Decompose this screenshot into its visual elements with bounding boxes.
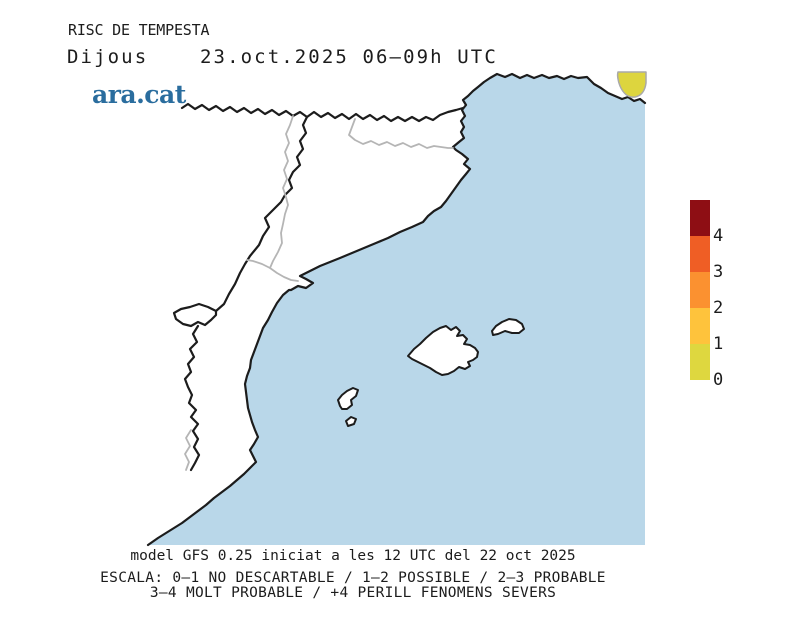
province-border-west xyxy=(269,115,299,282)
coastline xyxy=(146,72,647,547)
scale-legend-line-1: ESCALA: 0–1 NO DESCARTABLE / 1–2 POSSIBL… xyxy=(100,570,606,586)
colorbar-segment-1-2 xyxy=(690,308,710,344)
weekday-label: Dijous xyxy=(67,46,149,68)
colorbar-segment-2-3 xyxy=(690,272,710,308)
island-mallorca xyxy=(407,325,479,376)
west-region-border xyxy=(214,115,309,313)
pyrenees-border xyxy=(180,102,465,123)
date-line: Dijous 23.oct.2025 06–09h UTC xyxy=(0,46,800,70)
colorbar-tick-4: 4 xyxy=(713,226,724,246)
south-region-border xyxy=(183,324,201,472)
colorbar-tick-2: 2 xyxy=(713,298,724,318)
province-border-southwest xyxy=(184,429,192,471)
sea-area xyxy=(148,74,645,545)
colorbar-tick-1: 1 xyxy=(713,334,724,354)
model-info-line: model GFS 0.25 iniciat a les 12 UTC del … xyxy=(130,548,576,564)
exclave-outline xyxy=(172,302,218,328)
colorbar-segment-3-4 xyxy=(690,236,710,272)
province-border-north xyxy=(348,118,454,149)
risk-area-polygon xyxy=(616,71,647,98)
colorbar-segment-0-1 xyxy=(690,344,710,380)
datetime-label: 23.oct.2025 06–09h UTC xyxy=(200,46,498,68)
colorbar-segment-4plus xyxy=(690,200,710,236)
risk-colorbar: 4 3 2 1 0 xyxy=(690,200,723,390)
island-formentera xyxy=(345,416,357,427)
ara-cat-logo: ara.cat xyxy=(92,80,186,109)
island-ibiza xyxy=(337,387,359,410)
colorbar-tick-0: 0 xyxy=(713,370,724,390)
province-border-junction xyxy=(246,259,271,269)
colorbar-tick-3: 3 xyxy=(713,262,724,282)
scale-legend-line-2: 3–4 MOLT PROBABLE / +4 PERILL FENOMENS S… xyxy=(149,585,557,601)
page-title: RISC DE TEMPESTA xyxy=(68,21,210,39)
island-menorca xyxy=(491,318,525,336)
